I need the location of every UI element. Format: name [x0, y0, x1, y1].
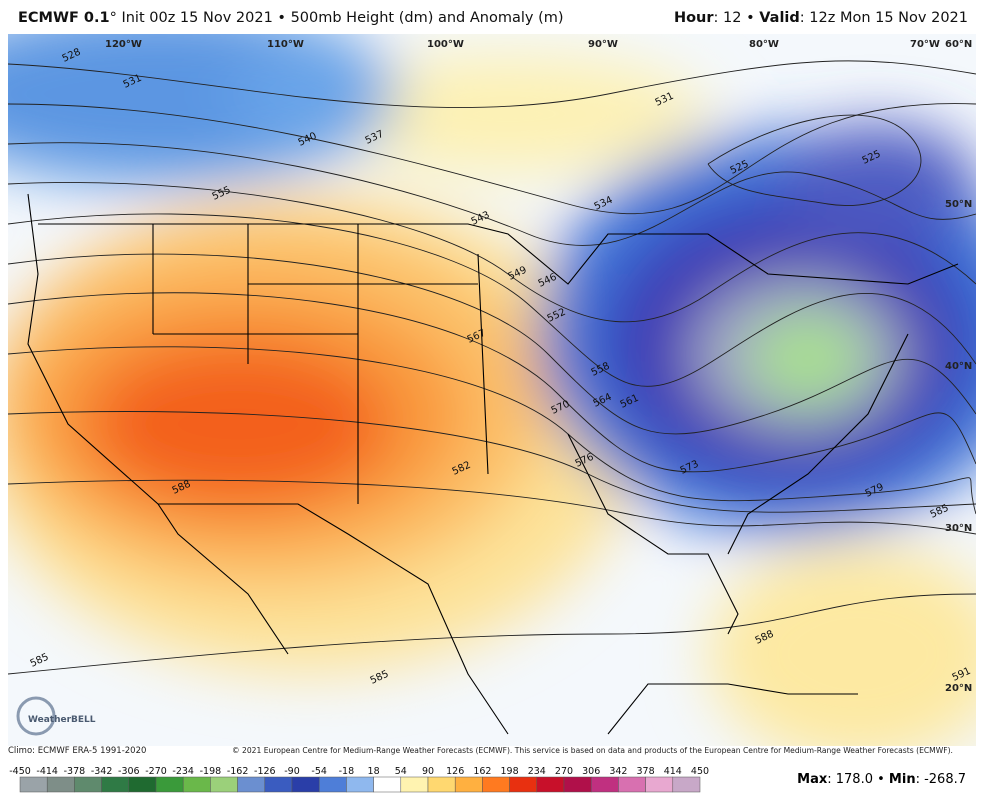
- header-valid: Hour: 12 • Valid: 12z Mon 15 Nov 2021: [674, 10, 968, 26]
- longitude-label: 100°W: [427, 39, 464, 50]
- colorbar-tick: -18: [339, 766, 355, 777]
- colorbar-tick: 90: [422, 766, 434, 777]
- colorbar-cell: [400, 776, 429, 793]
- map: 120°W 110°W 100°W 90°W 80°W 70°W 60°N 50°N 40°N 3…: [8, 34, 976, 746]
- colorbar-cell: [46, 776, 75, 793]
- longitude-label: 90°W: [588, 39, 618, 50]
- colorbar-cell: [128, 776, 157, 793]
- colorbar-tick: -198: [200, 766, 222, 777]
- colorbar-cell: [482, 776, 510, 793]
- valid-value: : 12z Mon 15 Nov 2021: [799, 10, 968, 26]
- header-title: ECMWF 0.1° Init 00z 15 Nov 2021 • 500mb …: [18, 10, 564, 26]
- colorbar-tick: -306: [118, 766, 140, 777]
- colorbar-cell: [509, 776, 538, 793]
- colorbar-tick: 54: [395, 766, 407, 777]
- colorbar-tick: -90: [284, 766, 300, 777]
- longitude-label: 110°W: [267, 39, 304, 50]
- colorbar-tick: -378: [64, 766, 86, 777]
- colorbar-cell: [19, 776, 48, 793]
- stats: Max: 178.0 • Min: -268.7: [797, 772, 966, 787]
- colorbar-tick: -270: [145, 766, 167, 777]
- colorbar-cell: [264, 776, 293, 793]
- colorbar-cell: [427, 776, 456, 793]
- longitude-label: 120°W: [105, 39, 142, 50]
- hour-value: : 12 •: [713, 10, 760, 26]
- colorbar-cell: [645, 776, 674, 793]
- colorbar-cell: [101, 776, 130, 793]
- colorbar-cell: [210, 776, 238, 793]
- colorbar: -450 -414 -378 -342 -306 -270 -234 -198 -162 -126…: [9, 766, 709, 793]
- colorbar-tick: -234: [172, 766, 194, 777]
- colorbar-cell: [182, 776, 211, 793]
- model-name: ECMWF 0.1: [18, 10, 110, 26]
- colorbar-tick: 450: [691, 766, 709, 777]
- colorbar-tick: 306: [582, 766, 600, 777]
- colorbar-tick: -450: [9, 766, 31, 777]
- colorbar-tick: -414: [36, 766, 58, 777]
- colorbar-cell: [74, 776, 102, 793]
- colorbar-tick: 414: [664, 766, 682, 777]
- latitude-label: 40°N: [945, 361, 972, 372]
- colorbar-cell: [454, 776, 483, 793]
- copyright: © 2021 European Centre for Medium-Range …: [232, 746, 953, 755]
- colorbar-cell: [672, 776, 701, 793]
- colorbar-cell: [318, 776, 347, 793]
- colorbar-tick: 342: [609, 766, 627, 777]
- latitude-label: 60°N: [945, 39, 972, 50]
- colorbar-cell: [536, 776, 565, 793]
- max-label: Max: [797, 772, 828, 787]
- colorbar-tick: -342: [91, 766, 113, 777]
- boundaries: [27, 193, 959, 735]
- latitude-label: 50°N: [945, 199, 972, 210]
- colorbar-cell: [155, 776, 184, 793]
- colorbar-tick: -126: [254, 766, 276, 777]
- min-value: : -268.7: [915, 772, 966, 787]
- colorbar-tick: 378: [637, 766, 655, 777]
- logo-text: WeatherBELL: [28, 715, 96, 725]
- colorbar-cell: [618, 776, 646, 793]
- colorbar-cell: [373, 776, 402, 793]
- latitude-label: 20°N: [945, 683, 972, 694]
- max-value: : 178.0 •: [827, 772, 889, 787]
- min-label: Min: [888, 772, 916, 787]
- climo-note: Climo: ECMWF ERA-5 1991-2020: [8, 746, 147, 756]
- colorbar-tick: -54: [311, 766, 327, 777]
- longitude-label: 70°W: [910, 39, 940, 50]
- colorbar-tick: 18: [368, 766, 380, 777]
- graticule-labels: 120°W 110°W 100°W 90°W 80°W 70°W 60°N 50°N 40°N 3…: [105, 39, 972, 694]
- longitude-label: 80°W: [749, 39, 779, 50]
- colorbar-tick: 270: [555, 766, 573, 777]
- hour-label: Hour: [673, 10, 714, 26]
- colorbar-tick: 126: [446, 766, 464, 777]
- colorbar-tick: 198: [501, 766, 519, 777]
- colorbar-cell: [590, 776, 619, 793]
- title-text: ° Init 00z 15 Nov 2021 • 500mb Height (d…: [109, 10, 564, 26]
- valid-label: Valid: [759, 10, 800, 26]
- colorbar-tick: -162: [227, 766, 249, 777]
- contours: [8, 60, 976, 675]
- colorbar-cell: [291, 776, 320, 793]
- colorbar-tick: 234: [528, 766, 546, 777]
- logo: WeatherBELL: [16, 696, 96, 736]
- colorbar-cell: [563, 776, 592, 793]
- latitude-label: 30°N: [945, 523, 972, 534]
- colorbar-cell: [237, 776, 266, 793]
- colorbar-cell: [346, 776, 374, 793]
- colorbar-tick: 162: [473, 766, 491, 777]
